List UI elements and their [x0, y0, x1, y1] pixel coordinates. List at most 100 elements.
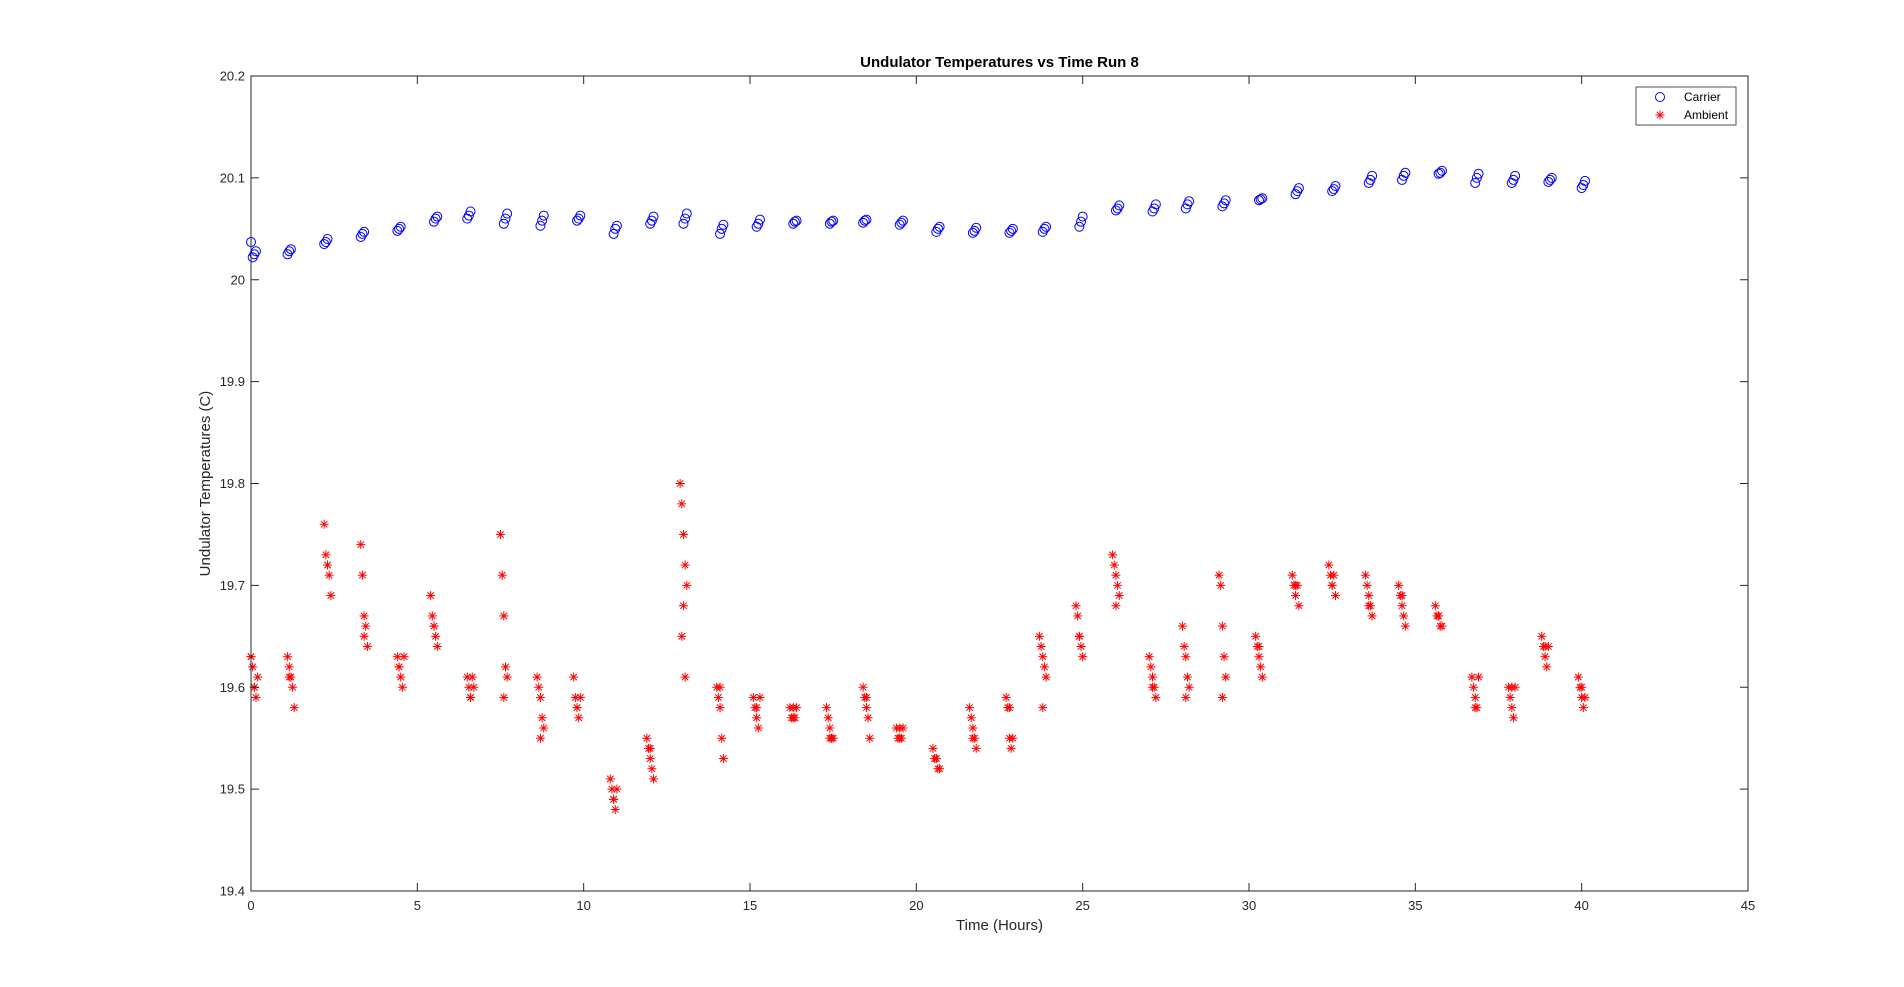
data-point-carrier: [430, 213, 441, 224]
x-axis-title: Time (Hours): [956, 917, 1043, 934]
data-point-ambient: [323, 560, 333, 570]
data-point-carrier: [1257, 193, 1268, 204]
data-point-ambient: [1437, 621, 1447, 631]
data-point-ambient: [1113, 580, 1123, 590]
data-point-ambient: [466, 692, 476, 702]
data-point-carrier: [1330, 181, 1341, 192]
data-point-ambient: [861, 703, 871, 713]
data-point-carrier: [1510, 170, 1521, 181]
data-point-ambient: [1074, 631, 1084, 641]
data-point-carrier: [1006, 225, 1017, 236]
data-point-carrier: [1150, 199, 1161, 210]
data-point-ambient: [678, 529, 688, 539]
data-point-ambient: [682, 580, 692, 590]
data-point-ambient: [605, 774, 615, 784]
data-point-ambient: [396, 672, 406, 682]
data-point-ambient: [431, 631, 441, 641]
data-point-ambient: [1540, 642, 1550, 651]
data-point-ambient: [680, 560, 690, 570]
data-point-ambient: [1542, 662, 1552, 672]
data-point-ambient: [931, 754, 941, 764]
data-point-carrier: [932, 223, 943, 234]
data-point-ambient: [534, 682, 544, 692]
data-point-carrier: [428, 216, 439, 227]
data-point-ambient: [1251, 631, 1261, 641]
data-point-ambient: [1324, 560, 1334, 570]
data-point-carrier: [824, 218, 835, 229]
data-point-carrier: [678, 218, 689, 229]
data-point-ambient: [1254, 642, 1264, 651]
data-point-ambient: [1469, 682, 1479, 692]
data-point-carrier: [1220, 195, 1231, 206]
y-tick-label: 20.1: [220, 170, 245, 185]
data-point-carrier: [498, 218, 509, 229]
data-point-carrier: [934, 221, 945, 232]
data-point-ambient: [1287, 570, 1297, 580]
data-point-ambient: [1073, 611, 1083, 621]
data-point-ambient: [752, 713, 762, 723]
data-point-ambient: [251, 692, 261, 702]
data-point-carrier: [535, 220, 546, 231]
data-point-ambient: [1394, 580, 1404, 590]
data-point-ambient: [427, 611, 437, 621]
data-point-carrier: [931, 226, 942, 237]
data-point-ambient: [1580, 692, 1590, 702]
data-point-ambient: [1182, 672, 1192, 682]
x-tick-label: 25: [1075, 898, 1089, 913]
legend-ambient-label: Ambient: [1684, 108, 1729, 122]
data-point-carrier: [1292, 186, 1303, 197]
data-point-ambient: [1254, 652, 1264, 662]
data-point-ambient: [1397, 601, 1407, 611]
data-point-carrier: [249, 249, 260, 260]
data-point-ambient: [792, 703, 802, 713]
data-point-carrier: [1255, 194, 1266, 205]
data-point-ambient: [649, 774, 659, 784]
data-point-ambient: [642, 733, 652, 743]
data-point-ambient: [1034, 631, 1044, 641]
data-point-ambient: [1146, 662, 1156, 672]
data-point-ambient: [248, 662, 258, 672]
data-point-ambient: [397, 682, 407, 692]
data-point-ambient: [288, 682, 298, 692]
data-point-ambient: [324, 570, 334, 580]
data-point-ambient: [399, 652, 409, 662]
y-tick-label: 19.9: [220, 374, 245, 389]
data-point-ambient: [1006, 743, 1016, 753]
data-point-ambient: [647, 764, 657, 774]
data-point-ambient: [825, 733, 835, 743]
data-point-ambient: [1330, 591, 1340, 601]
data-point-carrier: [1114, 200, 1125, 211]
data-point-carrier: [1110, 205, 1121, 216]
data-point-carrier: [502, 208, 513, 219]
legend-carrier-marker: [1655, 92, 1665, 102]
data-point-ambient: [1256, 662, 1266, 672]
legend-box: [1635, 86, 1737, 126]
data-point-ambient: [715, 682, 725, 692]
data-point-carrier: [500, 213, 511, 224]
data-point-carrier: [1007, 223, 1018, 234]
data-point-carrier: [1579, 175, 1590, 186]
data-point-ambient: [357, 570, 367, 580]
data-point-ambient: [966, 713, 976, 723]
data-point-ambient: [569, 672, 579, 682]
data-point-ambient: [1474, 672, 1484, 682]
data-point-carrier: [1293, 183, 1304, 194]
data-point-ambient: [1537, 631, 1547, 641]
data-point-ambient: [715, 703, 725, 713]
data-point-carrier: [465, 206, 476, 217]
data-point-carrier: [967, 227, 978, 238]
data-point-carrier: [1219, 198, 1230, 209]
data-point-carrier: [1290, 189, 1301, 200]
data-point-ambient: [863, 713, 873, 723]
data-point-ambient: [1217, 692, 1227, 702]
data-point-ambient: [1181, 692, 1191, 702]
data-point-ambient: [1397, 591, 1407, 601]
y-axis-title: Undulator Temperatures (C): [197, 391, 214, 577]
data-point-ambient: [1008, 733, 1018, 743]
data-point-ambient: [499, 692, 509, 702]
data-point-carrier: [1076, 216, 1087, 227]
data-point-carrier: [971, 222, 982, 233]
data-point-carrier: [1435, 167, 1446, 178]
data-point-ambient: [500, 662, 510, 672]
data-point-carrier: [896, 217, 907, 228]
